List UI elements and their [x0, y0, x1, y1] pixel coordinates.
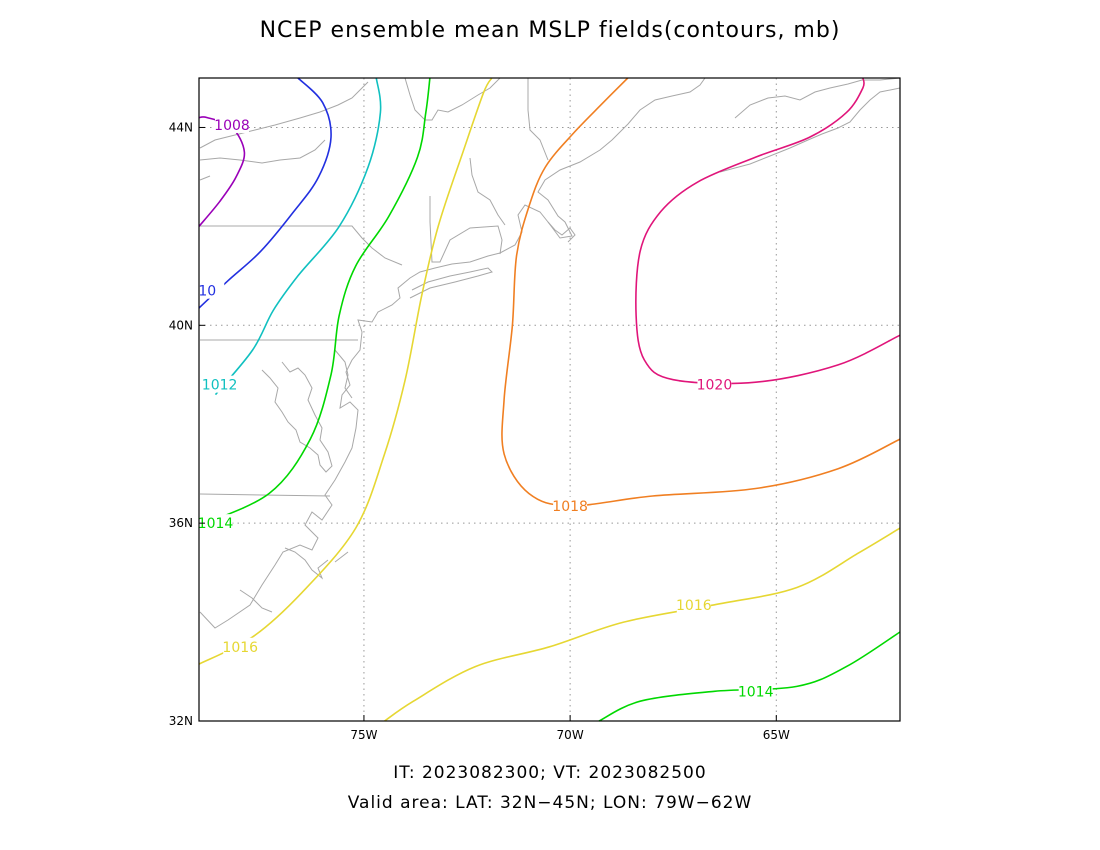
- maine-border: [527, 78, 549, 161]
- contour-label-bg-5-0: [676, 595, 711, 613]
- lake-shore-2: [199, 175, 211, 181]
- newfoundland-gulf: [734, 77, 901, 119]
- contour-1020-7: [635, 77, 901, 385]
- contour-label-1008-0-0: 1008: [214, 118, 250, 134]
- contour-labels: 1008 10 1012 1014 1016 1016 1018 1020 1014: [190, 115, 774, 700]
- long-island: [409, 267, 493, 299]
- contour-label-1012-2-0: 1012: [202, 378, 238, 394]
- chesapeake-bay: [261, 361, 333, 473]
- contour-label-1010-1-0: 10: [198, 284, 216, 300]
- contour-label-bg-7-0: [697, 375, 732, 393]
- nova-scotia: [719, 87, 901, 173]
- contour-label-1016-5-0: 1016: [676, 598, 712, 614]
- contour-1018-6: [501, 77, 901, 507]
- contour-label-bg-8-0: [738, 682, 773, 700]
- vt-nh-border: [469, 157, 506, 226]
- contour-label-bg-3-0: [198, 514, 233, 532]
- chart-title: NCEP ensemble mean MSLP fields(contours,…: [259, 18, 841, 43]
- contour-1012-2: [214, 77, 382, 396]
- init-valid-time: IT: 2023082300; VT: 2023082500: [393, 763, 707, 783]
- pa-ny-border: [200, 225, 403, 266]
- canada-border: [404, 77, 501, 121]
- axis-ticks: 75W 70W 65W 32N 36N 40N 44N: [169, 120, 790, 742]
- contour-label-bg-6-0: [553, 496, 588, 514]
- great-lakes-shore: [199, 139, 326, 164]
- nc-coast: [239, 589, 273, 613]
- contour-label-1020-7-0: 1020: [697, 378, 733, 394]
- contour-1010-1: [198, 77, 332, 309]
- pamlico-sound: [284, 547, 329, 580]
- x-tick-label-1: 70W: [557, 728, 584, 742]
- contour-1016-5: [384, 527, 901, 722]
- va-nc-border: [199, 493, 331, 497]
- coastlines-borders: [199, 77, 901, 629]
- outer-banks: [334, 551, 349, 563]
- cape-cod: [547, 221, 576, 243]
- contour-1016-4: [198, 77, 493, 665]
- x-tick-label-2: 65W: [763, 728, 790, 742]
- plot-frame: [198, 77, 901, 722]
- contour-label-1014-3-0: 1014: [198, 516, 234, 532]
- contour-label-bg-2-0: [202, 375, 237, 393]
- contour-1008-0: [198, 116, 246, 227]
- y-tick-label-1: 36N: [169, 516, 193, 530]
- lake-ontario-erie: [199, 81, 369, 149]
- delaware-bay: [334, 349, 353, 399]
- graticule: [199, 78, 900, 721]
- contour-label-1014-8-0: 1014: [738, 684, 774, 700]
- contour-label-1018-6-0: 1018: [552, 499, 588, 515]
- contour-1014-3: [198, 77, 431, 527]
- valid-area: Valid area: LAT: 32N−45N; LON: 79W−62W: [347, 793, 753, 813]
- y-tick-label-2: 40N: [169, 318, 193, 332]
- contour-1014-8: [598, 631, 901, 722]
- contour-label-bg-0-0: [214, 115, 249, 133]
- contour-label-bg-4-0: [223, 637, 258, 655]
- contour-lines: [198, 77, 901, 722]
- us-east-coastline: [199, 77, 706, 629]
- x-tick-label-0: 75W: [350, 728, 377, 742]
- y-tick-label-3: 44N: [169, 120, 193, 134]
- y-tick-label-0: 32N: [169, 714, 193, 728]
- contour-label-1016-4-0: 1016: [222, 640, 258, 656]
- new-england-border: [429, 196, 503, 263]
